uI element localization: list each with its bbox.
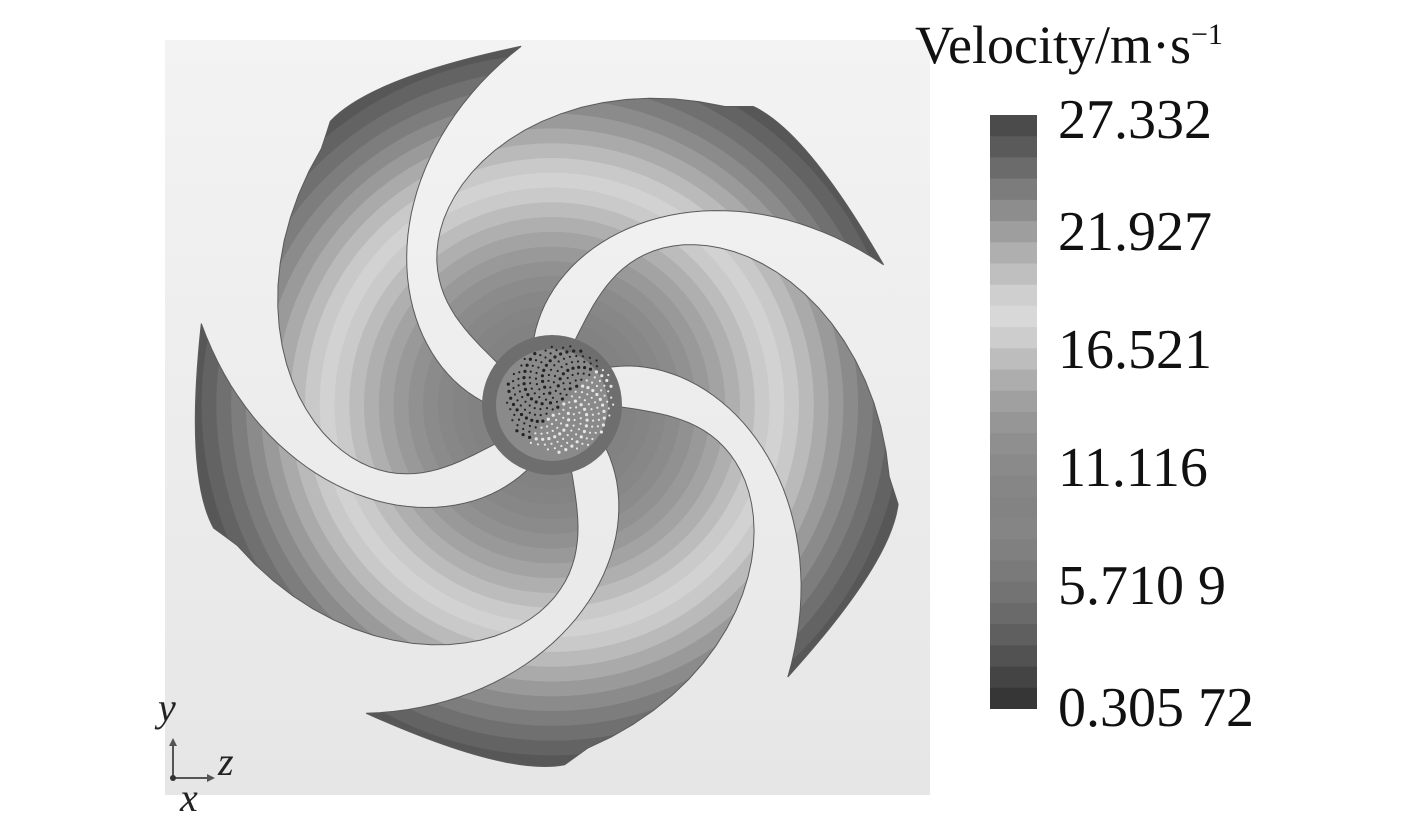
impeller-blade [194, 323, 579, 646]
hub [482, 335, 622, 475]
colorbar-tick-label: 16.521 [1058, 319, 1212, 381]
colorbar-band [990, 115, 1037, 137]
colorbar-band [990, 305, 1037, 328]
impeller-blade [436, 97, 885, 374]
hub-mesh-dots [506, 345, 615, 454]
colorbar-tick-label: 11.116 [1058, 437, 1208, 499]
colorbar-band [990, 560, 1037, 583]
colorbar-band [990, 645, 1037, 668]
coordinate-triad [169, 738, 215, 782]
colorbar-title-text: Velocity/m·s [915, 15, 1191, 75]
colorbar-band [990, 433, 1037, 456]
colorbar-band [990, 666, 1037, 689]
impeller-blade [365, 403, 755, 768]
colorbar-band [990, 581, 1037, 604]
blade-outlines [194, 45, 899, 768]
colorbar-title-exponent: −1 [1190, 18, 1223, 51]
colorbar-band [990, 602, 1037, 625]
colorbar-band [990, 348, 1037, 371]
impeller-velocity-contour [165, 40, 930, 795]
colorbar-band [990, 390, 1037, 413]
triad-z-label: z [218, 739, 234, 784]
colorbar-band [990, 157, 1037, 180]
colorbar-band [990, 327, 1037, 349]
colorbar-band [990, 496, 1037, 519]
colorbar [990, 115, 1037, 709]
colorbar-tick-label: 27.332 [1058, 89, 1212, 151]
colorbar-band [990, 178, 1037, 201]
colorbar-band [990, 369, 1037, 392]
colorbar-band [990, 136, 1037, 159]
triad-x-label: x [180, 775, 198, 820]
colorbar-band [990, 242, 1037, 265]
impeller-blade [277, 45, 522, 475]
colorbar-band [990, 518, 1037, 540]
triad-y-label: y [158, 685, 176, 730]
colorbar-tick-label: 5.710 9 [1058, 555, 1226, 617]
colorbar-band [990, 412, 1037, 434]
colorbar-band [990, 221, 1037, 243]
colorbar-band [990, 624, 1037, 646]
colorbar-band [990, 284, 1037, 307]
colorbar-tick-label: 21.927 [1058, 201, 1212, 263]
colorbar-title: Velocity/m·s−1 [915, 18, 1223, 72]
colorbar-band [990, 539, 1037, 562]
impeller-blade [567, 244, 899, 678]
colorbar-tick-label: 0.305 72 [1058, 677, 1254, 739]
colorbar-band [990, 454, 1037, 477]
colorbar-band [990, 475, 1037, 498]
colorbar-band [990, 687, 1037, 709]
colorbar-band [990, 263, 1037, 286]
colorbar-band [990, 199, 1037, 222]
